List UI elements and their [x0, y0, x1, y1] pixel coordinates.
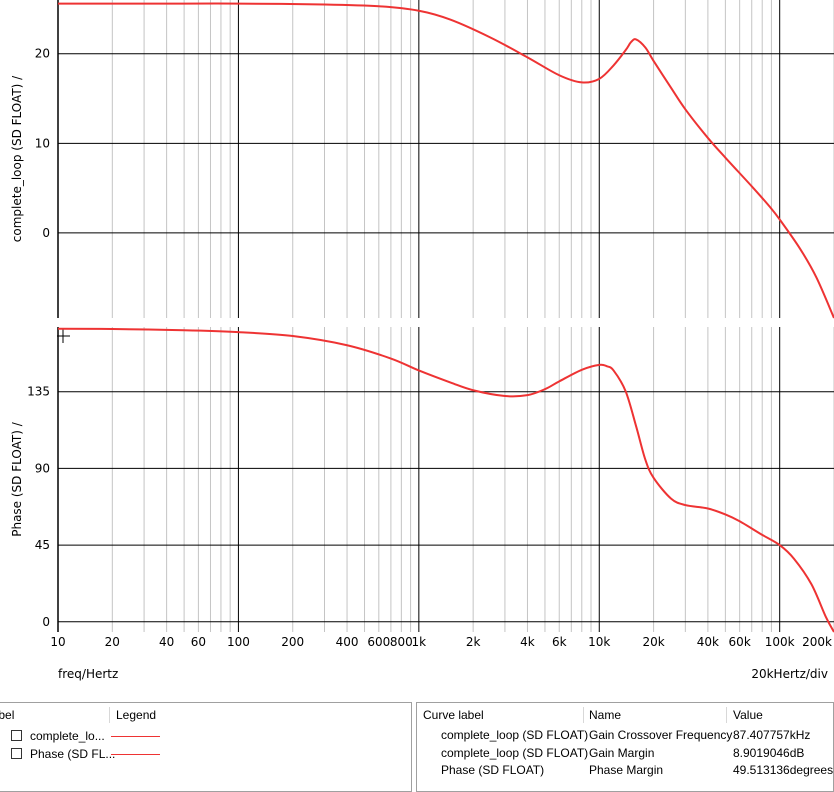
measure-row[interactable]: complete_loop (SD FLOAT) Gain Margin 8.9…	[417, 746, 833, 764]
measure-value: 8.9019046dB	[733, 746, 805, 760]
x-tick-label: 600	[367, 635, 390, 649]
x-axis-label: freq/Hertz	[58, 667, 118, 681]
measure-curve-label: complete_loop (SD FLOAT)	[441, 746, 589, 760]
x-tick-label: 400	[336, 635, 359, 649]
x-tick-label: 6k	[552, 635, 567, 649]
x-tick-label: 10k	[588, 635, 610, 649]
measure-header-name[interactable]: Name	[589, 708, 622, 722]
y-tick-label: 90	[35, 461, 50, 475]
legend-header-label[interactable]: Label	[0, 708, 15, 722]
legend-checkbox[interactable]	[11, 730, 22, 741]
series-curve	[58, 2, 834, 319]
x-tick-label: 1k	[412, 635, 427, 649]
legend-checkbox[interactable]	[11, 748, 22, 759]
x-tick-label: 4k	[520, 635, 535, 649]
x-tick-label: 200k	[802, 635, 832, 649]
measurements-panel: Curve label Name Value complete_loop (SD…	[416, 702, 834, 792]
y-axis-label: complete_loop (SD FLOAT) /	[10, 75, 24, 242]
legend-panel: Label Legend complete_lo... Phase (SD FL…	[0, 702, 412, 792]
x-tick-label: 60	[191, 635, 206, 649]
x-tick-label: 800	[390, 635, 413, 649]
x-tick-label: 100k	[765, 635, 795, 649]
y-tick-label: 10	[35, 136, 50, 150]
y-axis-label: Phase (SD FLOAT) /	[10, 421, 24, 536]
y-tick-label: 20	[35, 47, 50, 61]
y-tick-label: 0	[42, 615, 50, 629]
measure-row[interactable]: complete_loop (SD FLOAT) Gain Crossover …	[417, 728, 833, 746]
x-tick-label: 100	[227, 635, 250, 649]
x-tick-label: 2k	[466, 635, 481, 649]
measure-name: Gain Crossover Frequency	[589, 728, 733, 742]
y-tick-label: 135	[27, 385, 50, 399]
measure-name: Phase Margin	[589, 763, 664, 777]
legend-item[interactable]: Phase (SD FL...	[0, 745, 411, 763]
measure-curve-label: complete_loop (SD FLOAT)	[441, 728, 589, 742]
measure-header-curve[interactable]: Curve label	[423, 708, 484, 722]
x-tick-label: 60k	[729, 635, 751, 649]
x-tick-label: 40	[159, 635, 174, 649]
x-tick-label: 20k	[642, 635, 664, 649]
y-tick-label: 45	[35, 538, 50, 552]
legend-swatch	[111, 754, 160, 755]
legend-swatch	[111, 736, 160, 737]
legend-item[interactable]: complete_lo...	[0, 727, 411, 745]
x-tick-label: 20	[105, 635, 120, 649]
y-tick-label: 0	[42, 226, 50, 240]
legend-item-label: complete_lo...	[30, 729, 105, 743]
x-tick-label: 200	[281, 635, 304, 649]
x-tick-label: 40k	[697, 635, 719, 649]
measure-curve-label: Phase (SD FLOAT)	[441, 763, 545, 777]
legend-header-legend[interactable]: Legend	[116, 708, 157, 722]
x-scale-label: 20kHertz/div	[751, 667, 828, 681]
measure-value: 49.513136degrees	[733, 763, 834, 777]
legend-item-label: Phase (SD FL...	[30, 747, 116, 761]
measure-name: Gain Margin	[589, 746, 655, 760]
measure-header-value[interactable]: Value	[733, 708, 763, 722]
series-curve	[57, 327, 834, 633]
measure-value: 87.407757kHz	[733, 728, 811, 742]
measure-row[interactable]: Phase (SD FLOAT) Phase Margin 49.513136d…	[417, 763, 833, 781]
x-tick-label: 10	[50, 635, 65, 649]
